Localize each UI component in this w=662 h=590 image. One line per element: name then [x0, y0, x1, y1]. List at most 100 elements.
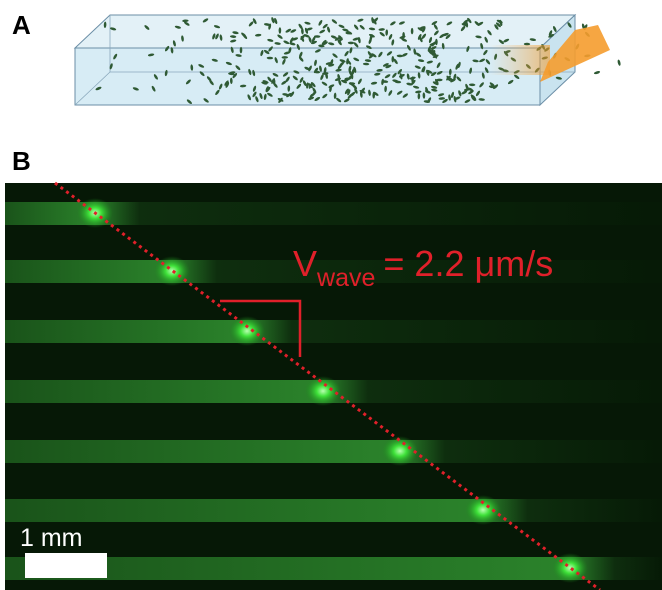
bacterium: [353, 42, 359, 48]
bacterium: [263, 23, 271, 26]
bacterium: [261, 81, 268, 85]
bacterium: [529, 38, 536, 41]
bacterium: [229, 77, 233, 84]
bacterium: [248, 68, 252, 76]
bacterium: [455, 63, 459, 70]
bacterium: [293, 70, 300, 74]
bacterium: [174, 25, 182, 29]
bacterium: [362, 62, 370, 66]
bacterium: [320, 74, 324, 81]
bacterium: [282, 72, 289, 77]
bacterium: [388, 90, 393, 96]
bacterium: [314, 49, 321, 53]
bacterium: [487, 30, 492, 36]
bacterium: [347, 41, 355, 45]
bacterium: [466, 45, 470, 52]
bacterium: [548, 30, 553, 37]
bacterium: [353, 57, 360, 62]
bacterium: [426, 60, 433, 64]
bacterium: [218, 83, 223, 90]
bacterium: [479, 82, 484, 88]
bacterium: [427, 45, 432, 52]
scale-bar-label: 1 mm: [20, 524, 83, 552]
bacterium: [185, 79, 191, 85]
bacterium: [352, 37, 359, 41]
bacterium: [467, 17, 472, 24]
bacterium: [348, 65, 352, 72]
bacterium: [235, 54, 242, 57]
bacterium: [327, 26, 331, 33]
bacterium: [319, 29, 326, 34]
bacterium: [298, 23, 303, 30]
bacterium: [360, 87, 366, 93]
bacterium: [372, 18, 377, 25]
bacterium: [419, 26, 426, 30]
bacterium: [263, 93, 267, 101]
bacterium: [304, 27, 309, 34]
bacterium: [441, 42, 445, 50]
bacterium: [260, 50, 264, 57]
bacterium: [463, 88, 471, 92]
bacterium: [496, 19, 503, 24]
bacterium: [382, 63, 389, 67]
bright-band: [305, 376, 341, 406]
bacterium: [241, 32, 247, 38]
bacterium: [475, 35, 482, 39]
bacterium: [199, 71, 205, 77]
bacterium: [302, 80, 307, 87]
bacterium: [267, 38, 274, 42]
bacterium: [409, 76, 416, 80]
bacterium: [436, 78, 443, 82]
bacterium: [427, 97, 432, 103]
bacterium: [229, 71, 236, 75]
bacterium: [412, 85, 420, 89]
bacterium: [426, 69, 433, 74]
bacterium: [477, 21, 484, 26]
bacterium: [235, 65, 241, 71]
bacterium: [346, 59, 352, 65]
bacterium: [164, 45, 170, 52]
bacterium: [417, 72, 421, 79]
bacterium: [406, 82, 413, 86]
bacterium: [342, 28, 349, 32]
bacterium: [304, 21, 311, 25]
bacterium: [495, 22, 501, 28]
bacterium: [396, 54, 404, 58]
bacterium: [433, 24, 438, 30]
bacterium: [211, 58, 218, 62]
bacterium: [323, 67, 327, 74]
bacterium: [430, 71, 437, 77]
bacterium: [225, 61, 232, 66]
bacterium: [291, 37, 299, 41]
bacterium: [335, 68, 342, 72]
bacterium: [450, 91, 455, 98]
bacterium: [410, 27, 414, 35]
bacterium: [247, 94, 251, 101]
bacterium: [445, 34, 451, 40]
bacterium: [296, 83, 302, 89]
bacterium: [480, 42, 484, 50]
bacterium: [190, 64, 194, 71]
panel-label: A: [12, 10, 31, 40]
bacterium: [401, 52, 408, 57]
bacterium: [255, 33, 262, 37]
stripe: [5, 320, 662, 343]
bacterium: [433, 52, 438, 59]
bacterium: [431, 21, 438, 25]
bacterium: [353, 24, 359, 30]
bacterium: [312, 87, 317, 94]
bacterium: [430, 85, 438, 89]
bacterium: [484, 36, 488, 43]
bacterium: [392, 72, 397, 78]
bacterium: [548, 33, 555, 38]
bacterium: [436, 62, 441, 69]
bacterium: [438, 93, 445, 97]
bacterium: [278, 27, 282, 34]
bacterium: [252, 85, 257, 92]
bacterium: [288, 47, 292, 54]
bacterium: [144, 25, 150, 30]
bacterium: [314, 59, 317, 66]
bacterium: [209, 79, 214, 86]
bacterium: [325, 72, 328, 79]
bacterium: [212, 33, 216, 40]
